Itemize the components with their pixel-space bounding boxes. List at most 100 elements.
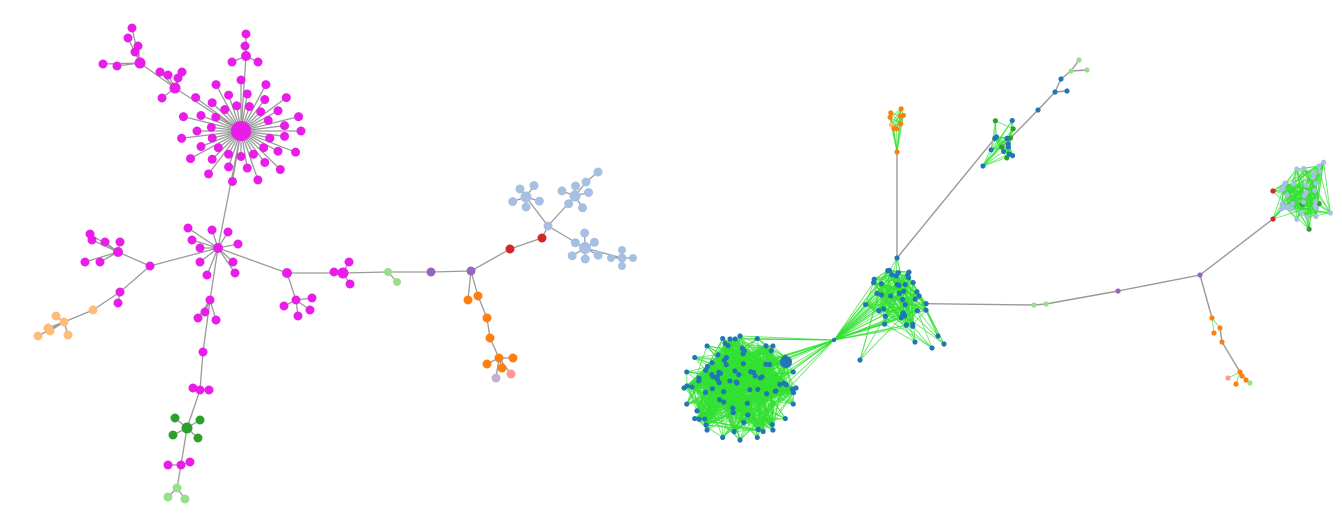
graph-node: [878, 281, 885, 287]
graph-edge: [742, 338, 758, 349]
graph-node: [755, 386, 761, 393]
graph-edge: [859, 316, 886, 361]
graph-edge: [547, 225, 586, 249]
graph-node: [1270, 188, 1276, 194]
graph-edge: [912, 309, 927, 325]
graph-node: [629, 254, 637, 262]
graph-edge: [982, 138, 1008, 167]
graph-node: [701, 416, 708, 422]
graph-node: [1317, 168, 1323, 175]
graph-node: [715, 352, 721, 358]
graph-node: [993, 134, 1000, 140]
graph-edge: [982, 120, 1013, 167]
graph-node: [618, 262, 626, 270]
graph-edge: [525, 196, 549, 227]
graph-edge: [509, 237, 543, 250]
graph-node: [1270, 216, 1276, 222]
graph-edge: [1281, 184, 1307, 205]
graph-node: [211, 315, 221, 325]
graph-edge: [833, 284, 906, 341]
graph-edge: [994, 120, 997, 137]
graph-node: [896, 282, 902, 288]
graph-node: [900, 112, 907, 118]
graph-node: [183, 223, 193, 233]
graph-node: [752, 373, 758, 379]
graph-node: [224, 149, 234, 159]
graph-node: [33, 331, 43, 341]
graph-node: [1009, 153, 1016, 159]
graph-edge: [739, 339, 835, 441]
graph-node: [768, 348, 774, 354]
graph-node: [1115, 288, 1121, 294]
graph-node: [204, 385, 214, 395]
graph-node: [721, 399, 727, 405]
graph-edge: [467, 270, 472, 301]
graph-node: [1306, 226, 1312, 232]
graph-node: [889, 272, 895, 278]
graph-node: [617, 253, 627, 263]
graph-edge: [990, 120, 996, 150]
graph-node: [980, 163, 986, 169]
graph-node: [426, 267, 436, 277]
graph-edge: [430, 270, 472, 273]
graph-node: [769, 421, 775, 428]
graph-node: [344, 257, 354, 267]
graph-node: [228, 257, 238, 267]
graph-node: [241, 29, 251, 39]
graph-node: [213, 143, 223, 153]
graph-node: [253, 175, 263, 185]
graph-node: [564, 199, 574, 209]
graph-edge: [1272, 190, 1320, 205]
graph-node: [745, 412, 751, 418]
graph-node: [115, 237, 125, 247]
graph-node: [720, 434, 726, 441]
graph-node: [1303, 182, 1309, 188]
graph-node: [744, 400, 750, 406]
graph-node: [790, 401, 796, 407]
graph-edge: [735, 338, 835, 341]
graph-edge: [1284, 182, 1317, 209]
graph-node: [831, 337, 837, 343]
graph-node: [337, 267, 349, 279]
graph-node: [163, 460, 173, 470]
graph-edge: [1272, 190, 1289, 207]
graph-node: [279, 301, 289, 311]
graph-node: [529, 181, 539, 191]
graph-node: [725, 343, 731, 349]
graph-node: [681, 385, 687, 391]
graph-node: [1058, 76, 1064, 82]
graph-node: [88, 305, 98, 315]
graph-node: [570, 238, 580, 248]
graph-edge: [1281, 177, 1314, 191]
graph-node: [473, 291, 483, 301]
graph-node: [755, 426, 761, 433]
graph-node: [593, 167, 603, 177]
graph-node: [1279, 201, 1285, 207]
graph-node: [999, 144, 1005, 150]
graph-node: [891, 125, 897, 131]
graph-node: [260, 157, 270, 167]
graph-node: [1233, 381, 1239, 387]
graph-node: [87, 235, 97, 245]
graph-node: [508, 353, 518, 363]
graph-edge: [912, 326, 933, 349]
graph-edge: [859, 283, 882, 361]
graph-edge: [705, 380, 731, 426]
graph-node: [581, 177, 591, 187]
graph-node: [1314, 205, 1320, 211]
graph-node: [1243, 377, 1249, 383]
graph-edge: [217, 247, 288, 274]
graph-edge: [747, 339, 835, 404]
graph-node: [193, 313, 203, 323]
graph-node: [127, 23, 137, 33]
graph-node: [732, 368, 738, 374]
graph-node: [170, 413, 180, 423]
graph-node: [709, 360, 715, 366]
graph-node: [941, 341, 947, 347]
graph-node: [902, 302, 908, 308]
graph-node: [220, 105, 230, 115]
graph-edge: [735, 338, 787, 363]
graph-node: [384, 268, 392, 276]
graph-node: [896, 290, 902, 296]
graph-edge: [995, 120, 1014, 130]
